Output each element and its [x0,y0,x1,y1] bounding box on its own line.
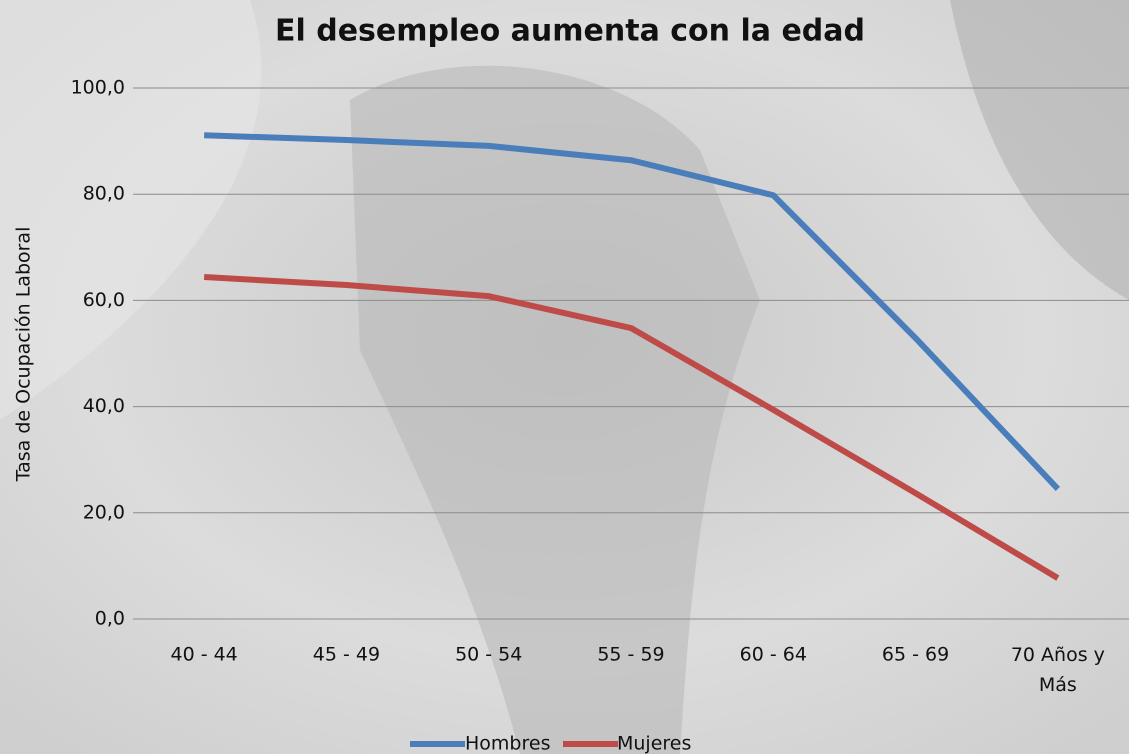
x-tick-label: 40 - 44 [170,644,237,666]
background-shape [950,0,1129,300]
chart-title: El desempleo aumenta con la edad [275,14,865,49]
background-shape [350,65,760,754]
y-tick-label: 40,0 [83,395,125,417]
x-tick-label: 65 - 69 [882,644,949,666]
x-tick-label: 55 - 59 [597,644,664,666]
y-tick-label: 60,0 [83,289,125,311]
x-tick-label: 50 - 54 [455,644,522,666]
y-tick-label: 80,0 [83,183,125,205]
y-tick-label: 100,0 [71,77,125,99]
y-tick-label: 20,0 [83,501,125,523]
y-axis-label: Tasa de Ocupación Laboral [13,227,35,483]
legend-label: Mujeres [617,733,691,754]
background-shape [0,0,262,420]
y-tick-label: 0,0 [95,608,125,630]
x-tick-label: 60 - 64 [740,644,807,666]
line-series [203,274,1060,581]
x-tick-label: 70 Años y Más [1011,644,1105,696]
legend-label: Hombres [465,733,550,754]
line-series [204,132,1061,491]
x-tick-label: 45 - 49 [313,644,380,666]
